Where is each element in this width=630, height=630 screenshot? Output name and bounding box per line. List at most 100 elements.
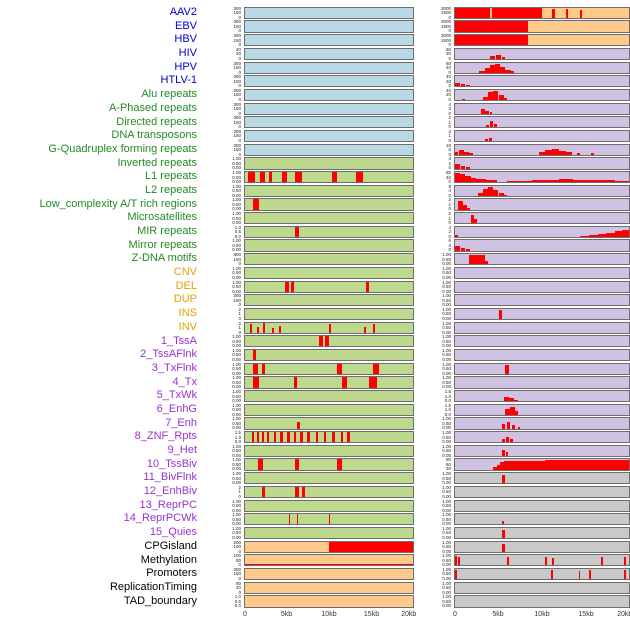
signal-bar	[498, 94, 504, 101]
y-axis-tick-label: 0.00	[232, 480, 241, 486]
signal-bar	[482, 189, 489, 196]
track-panel-left	[244, 567, 414, 581]
y-axis-ticks: 1.00 0.50 0.00	[414, 526, 454, 539]
track-row: Low_complexity A/T rich regions 1.00 0.50 0…	[0, 198, 630, 212]
y-axis-ticks: 80 40 0	[414, 61, 454, 74]
row-label: 14_ReprPCWk	[123, 512, 197, 525]
signal-bar	[517, 180, 532, 183]
y-axis-tick-label: 0.50	[442, 338, 451, 344]
signal-bar	[477, 255, 485, 265]
y-axis-ticks: 1.00 0.50 0.00	[414, 444, 454, 457]
signal-bar	[590, 153, 595, 155]
y-axis-tick-label: 0.50	[232, 201, 241, 207]
track-panel-left	[244, 225, 414, 238]
y-axis-tick-label: 0.00	[232, 220, 241, 226]
track-panel-right	[454, 47, 630, 60]
y-axis-ticks: 300 150 0	[204, 61, 244, 74]
y-axis-tick-label: 300	[233, 33, 241, 39]
y-axis-tick-label: 1.00	[442, 252, 451, 258]
track-row: INV 2 1 0 1.00 0.50 0.00	[0, 321, 630, 335]
row-label: 4_Tx	[172, 375, 197, 388]
y-axis-tick-label: 6	[448, 238, 451, 244]
signal-bar	[493, 467, 497, 470]
signal-bar	[455, 234, 458, 237]
y-axis-tick-label: 0.00	[232, 398, 241, 403]
y-axis-ticks: 1.00 0.50 0.00	[204, 239, 244, 252]
y-axis-tick-label: 4	[448, 224, 451, 230]
track-panel-left	[244, 321, 414, 334]
y-axis-tick-label: 40	[235, 46, 241, 52]
y-axis-tick-label: 0.00	[442, 370, 451, 376]
track-panel-left	[244, 253, 414, 266]
y-axis-tick-label: 0.5	[234, 598, 241, 604]
track-panel-left	[244, 116, 414, 129]
signal-bar	[573, 179, 588, 183]
signal-bar	[531, 180, 546, 183]
y-axis-ticks: 1.00 0.50 0.00	[414, 581, 454, 594]
track-row: 6_EnhG 1.00 0.50 0.00 1.5 1.0 0.0	[0, 403, 630, 417]
y-axis-tick-label: 1.00	[442, 553, 451, 559]
y-axis-ticks: 1.00 0.50 0.00	[414, 472, 454, 485]
y-axis-tick-label: 1.00	[442, 265, 451, 271]
y-axis-ticks: 90 60 30	[414, 458, 454, 471]
signal-bar	[300, 432, 303, 443]
y-axis-tick-label: 0.00	[232, 370, 241, 376]
signal-bar	[466, 167, 470, 169]
y-axis-tick-label: 0.00	[442, 329, 451, 335]
row-label: 6_EnhG	[156, 402, 197, 415]
signal-bar	[464, 151, 469, 155]
y-axis-ticks: 3000 1500 0	[414, 34, 454, 47]
y-axis-ticks: 300 150 0	[204, 6, 244, 19]
y-axis-tick-label: 0.00	[442, 562, 451, 568]
y-axis-tick-label: 1.00	[442, 334, 451, 340]
y-axis-tick-label: 0	[238, 493, 241, 499]
y-axis-tick-label: 0.50	[442, 270, 451, 276]
signal-bar	[566, 152, 572, 155]
y-axis-tick-label: 0.00	[232, 425, 241, 431]
y-axis-tick-label: 0.5	[234, 229, 241, 235]
y-axis-tick-label: 0.00	[232, 179, 241, 184]
row-label: Microsatellites	[127, 211, 197, 224]
signal-bar	[365, 281, 370, 292]
y-axis-tick-label: 1.00	[232, 389, 241, 394]
signal-bar	[455, 245, 461, 251]
track-panel-right	[454, 431, 630, 444]
signal-bar	[601, 557, 603, 566]
y-axis-tick-label: 0	[448, 220, 451, 226]
row-label: HTLV-1	[160, 74, 197, 87]
y-axis-ticks: 80 40 0	[414, 170, 454, 183]
y-axis-ticks: 1.00 0.50 0.00	[204, 280, 244, 293]
y-axis-ticks: 1.00 0.50 0.00	[204, 348, 244, 361]
track-panel-right	[454, 280, 630, 293]
y-axis-tick-label: 1.00	[232, 211, 241, 217]
y-axis-ticks: 60 30 0	[414, 47, 454, 60]
track-panel-right	[454, 61, 630, 74]
x-axis-tick-label: 0	[243, 611, 247, 619]
y-axis-tick-label: 0.50	[442, 325, 451, 331]
y-axis-tick-label: 1.00	[442, 539, 451, 545]
y-axis-tick-label: 0.50	[442, 379, 451, 385]
y-axis-ticks: 300 150 0	[204, 20, 244, 33]
signal-bar	[307, 432, 310, 443]
y-axis-tick-label: 0.50	[232, 188, 241, 194]
y-axis-tick-label: 2	[448, 115, 451, 121]
signal-bar	[501, 543, 505, 552]
x-axis-tick-label: 5kb	[492, 611, 504, 619]
y-axis-tick-label: 0.50	[232, 174, 241, 180]
y-axis-ticks: 1.00 0.50 0.00	[204, 376, 244, 389]
signal-bar	[470, 214, 475, 224]
y-axis-tick-label: 1.00	[442, 498, 451, 504]
signal-bar	[491, 180, 497, 183]
track-row: 13_ReprPC 1.00 0.50 0.00 1.00 0.50 0.00	[0, 499, 630, 513]
y-axis-tick-label: 1.00	[232, 361, 241, 367]
y-axis-ticks: 300 150 0	[204, 88, 244, 101]
signal-bar	[248, 172, 256, 183]
track-panel-left	[244, 61, 414, 74]
track-panel-left	[244, 280, 414, 293]
signal-bar	[347, 432, 350, 443]
y-axis-tick-label: 1.00	[232, 334, 241, 340]
y-axis-tick-label: 0	[238, 329, 241, 335]
